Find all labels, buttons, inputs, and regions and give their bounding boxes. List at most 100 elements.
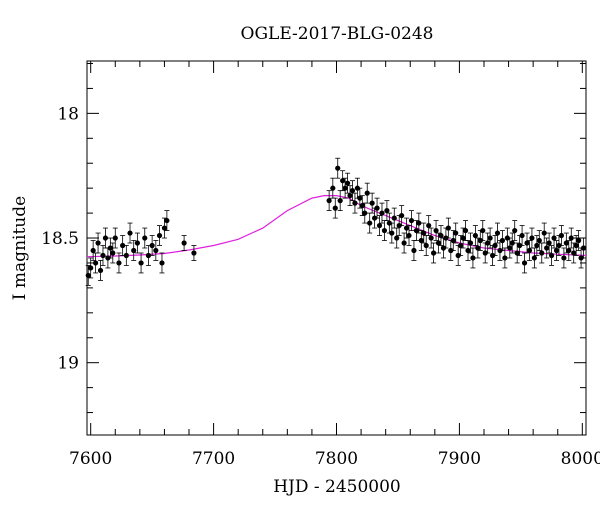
point-marker (379, 210, 385, 216)
point-marker (337, 198, 343, 204)
data-point (580, 237, 587, 259)
point-marker (342, 185, 348, 191)
point-marker (369, 200, 375, 206)
y-tick-label: 18 (57, 104, 79, 124)
x-tick-label: 8000 (561, 449, 600, 469)
data-point (430, 242, 437, 264)
point-marker (349, 188, 356, 194)
data-point (526, 240, 533, 261)
point-marker (384, 208, 390, 214)
point-marker (526, 247, 533, 254)
point-marker (374, 205, 380, 211)
data-point (548, 245, 555, 266)
point-marker (512, 227, 518, 234)
data-point (379, 202, 385, 224)
point-marker (524, 240, 530, 246)
data-point (352, 192, 358, 214)
point-marker (88, 265, 94, 271)
data-point (433, 220, 439, 241)
point-marker (507, 245, 513, 251)
point-marker (539, 250, 545, 256)
point-marker (181, 240, 187, 246)
data-point (576, 230, 582, 251)
point-marker (580, 245, 587, 251)
point-marker (413, 227, 419, 234)
data-point (536, 230, 542, 251)
data-point (531, 247, 537, 269)
data-point (494, 222, 501, 244)
data-point (123, 245, 129, 266)
point-marker (568, 235, 574, 241)
data-point (544, 237, 550, 259)
point-marker (534, 242, 540, 249)
data-point (571, 242, 577, 264)
y-tick-label: 19 (57, 354, 79, 374)
point-marker (149, 242, 155, 249)
x-tick-label: 7900 (438, 449, 481, 469)
data-point (472, 225, 478, 246)
data-point (110, 242, 116, 264)
point-marker (97, 267, 104, 274)
data-point (507, 237, 513, 259)
data-point (191, 245, 197, 261)
data-point (394, 227, 400, 249)
y-tick-labels: 18 18.5 19 (41, 104, 79, 373)
data-point (539, 242, 545, 264)
point-marker (421, 230, 427, 236)
data-point (462, 220, 469, 241)
data-point (534, 235, 540, 256)
data-point (553, 240, 560, 261)
point-marker (93, 260, 99, 266)
data-point (127, 222, 133, 244)
point-marker (159, 260, 165, 266)
point-marker (145, 252, 152, 259)
data-point (502, 247, 508, 269)
point-marker (381, 227, 388, 234)
point-marker (551, 235, 557, 241)
data-point (181, 235, 187, 251)
point-marker (487, 235, 493, 241)
data-points-layer (85, 157, 587, 286)
data-point (558, 225, 565, 246)
point-marker (107, 245, 113, 251)
point-marker (548, 252, 555, 259)
point-marker (85, 272, 91, 279)
data-point (347, 185, 353, 207)
data-point (369, 192, 375, 214)
data-point (514, 242, 520, 264)
data-point (389, 222, 395, 244)
data-point (421, 222, 427, 244)
point-marker (553, 247, 560, 254)
chart-title: OGLE-2017-BLG-0248 (241, 24, 434, 44)
x-tick-label: 7800 (315, 449, 358, 469)
data-point (512, 220, 518, 241)
point-marker (435, 240, 442, 246)
point-marker (347, 193, 353, 199)
data-point (156, 225, 163, 246)
data-point (142, 227, 148, 249)
data-point (573, 235, 579, 256)
data-point (391, 207, 397, 229)
point-marker (573, 242, 579, 249)
point-marker (394, 235, 400, 241)
point-marker (423, 242, 429, 249)
point-marker (411, 247, 417, 254)
point-marker (536, 237, 542, 244)
data-point (330, 177, 336, 199)
point-marker (433, 227, 439, 234)
point-marker (499, 237, 506, 244)
point-marker (546, 240, 552, 246)
point-marker (541, 230, 547, 236)
x-axis-title: HJD - 2450000 (273, 477, 401, 497)
point-marker (460, 235, 466, 241)
point-marker (357, 195, 363, 201)
point-marker (95, 240, 101, 246)
point-marker (399, 212, 405, 219)
point-marker (110, 250, 116, 256)
point-marker (438, 232, 444, 239)
point-marker (326, 198, 332, 204)
point-marker (450, 237, 456, 244)
data-point (480, 220, 486, 241)
point-marker (509, 240, 515, 246)
